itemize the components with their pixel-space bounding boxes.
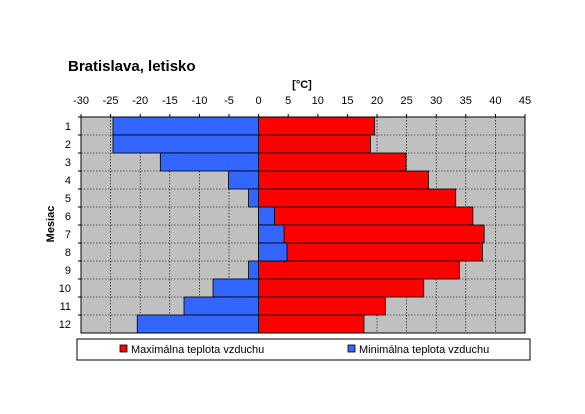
y-tick-label: 4: [65, 175, 71, 187]
x-tick-label: 35: [460, 95, 472, 107]
x-tick-label: -30: [73, 95, 89, 107]
bar-min-month-8: [258, 242, 288, 262]
bar-min-month-1: [112, 116, 260, 136]
y-tick-label: 7: [65, 229, 71, 241]
y-tick-label: 2: [65, 139, 71, 151]
x-tick-label: -20: [132, 95, 148, 107]
x-tick-label: 20: [371, 95, 383, 107]
y-tick-label: 3: [65, 157, 71, 169]
legend: Maximálna teplota vzduchu Minimálna tepl…: [76, 338, 531, 361]
x-tick-label: 5: [285, 95, 291, 107]
bar-min-month-9: [248, 260, 259, 280]
legend-label-max: Maximálna teplota vzduchu: [131, 344, 264, 356]
legend-swatch-max: [119, 344, 128, 353]
bar-max-month-12: [258, 314, 365, 334]
legend-box: [76, 338, 531, 361]
y-tick-label: 11: [60, 301, 71, 313]
bar-min-month-6: [258, 206, 275, 226]
bar-min-month-2: [112, 134, 260, 154]
x-tick-label: 25: [400, 95, 412, 107]
bar-min-month-12: [136, 314, 260, 334]
x-tick-label: 10: [312, 95, 324, 107]
bar-min-month-3: [159, 152, 260, 172]
chart-title: Bratislava, letisko: [68, 58, 196, 75]
legend-swatch-min: [347, 344, 356, 353]
bar-max-month-5: [258, 188, 457, 208]
x-tick-label: 45: [519, 95, 531, 107]
x-tick-label: 0: [256, 95, 262, 107]
bar-max-month-3: [258, 152, 407, 172]
x-tick-label: -25: [103, 95, 119, 107]
y-tick-label: 9: [65, 265, 71, 277]
x-tick-label: -10: [191, 95, 207, 107]
bar-max-month-1: [258, 116, 376, 136]
legend-label-min: Minimálna teplota vzduchu: [359, 344, 489, 356]
x-tick-label: -15: [162, 95, 178, 107]
bar-max-month-6: [258, 206, 474, 226]
y-tick-label: 5: [65, 193, 71, 205]
x-tick-label: -5: [224, 95, 234, 107]
bar-max-month-4: [258, 170, 429, 190]
bar-min-month-10: [212, 278, 260, 298]
bar-max-month-7: [258, 224, 485, 244]
bar-min-month-5: [248, 188, 259, 208]
bar-min-month-4: [228, 170, 260, 190]
x-tick-label: 15: [341, 95, 353, 107]
bar-max-month-10: [258, 278, 425, 298]
y-tick-label: 10: [59, 283, 71, 295]
bar-max-month-11: [258, 296, 386, 316]
x-axis-label: [°C]: [292, 79, 312, 91]
y-tick-label: 8: [65, 247, 71, 259]
y-tick-label: 12: [59, 319, 71, 331]
bar-min-month-11: [183, 296, 259, 316]
x-axis-ticks: -30 -25 -20 -15 -10 -5 0 5 10 15 20 25 30 35 40 45: [73, 95, 531, 117]
bar-max-month-8: [258, 242, 483, 262]
x-tick-label: 40: [489, 95, 501, 107]
bar-min-month-7: [258, 224, 285, 244]
bar-max-month-2: [258, 134, 371, 154]
y-tick-label: 1: [65, 121, 71, 133]
bar-max-month-9: [258, 260, 460, 280]
bars: [112, 116, 485, 334]
y-tick-label: 6: [65, 211, 71, 223]
x-tick-label: 30: [430, 95, 442, 107]
y-axis-label: Mesiac: [45, 206, 57, 243]
